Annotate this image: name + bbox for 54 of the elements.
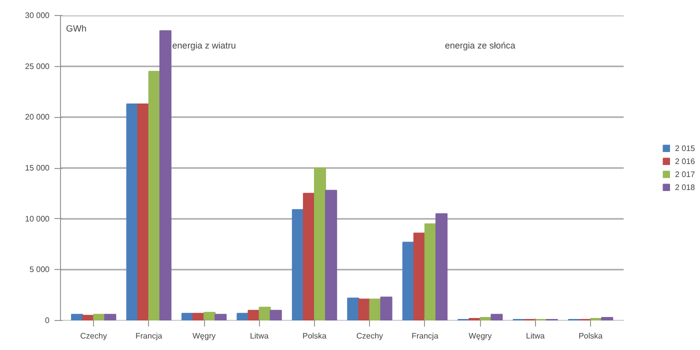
bar — [302, 192, 315, 320]
x-tick-label: Węgry — [192, 332, 216, 340]
bar — [181, 312, 194, 320]
bar — [137, 103, 150, 320]
bar — [601, 316, 614, 320]
x-tick-label: Polska — [578, 332, 604, 340]
bar — [104, 314, 116, 320]
bar — [314, 168, 326, 320]
bar — [71, 314, 84, 320]
x-tick-label: Czechy — [356, 332, 384, 340]
bar — [82, 314, 94, 320]
y-tick-label: 10 000 — [25, 214, 50, 224]
x-tick-label: Francja — [136, 332, 163, 340]
x-tick-label: Francja — [412, 332, 439, 340]
annotation: energia z wiatru — [172, 40, 236, 50]
annotation: energia ze słońca — [444, 40, 516, 50]
y-tick-label: 25 000 — [25, 62, 50, 71]
y-tick-label: 0 — [45, 316, 50, 325]
y-tick-label: 20 000 — [25, 112, 50, 122]
y-tick-label: 5 000 — [29, 265, 50, 274]
bar — [413, 232, 426, 320]
x-tick-label: Węgry — [468, 332, 492, 340]
bar — [214, 314, 227, 320]
bar — [347, 298, 360, 320]
x-tick-label: Polska — [302, 332, 328, 340]
bar — [148, 70, 160, 320]
bar — [435, 213, 448, 320]
bar — [490, 314, 503, 320]
bar — [192, 312, 205, 320]
y-tick-label: 30 000 — [25, 11, 50, 20]
bar — [258, 306, 271, 320]
bar — [126, 103, 138, 320]
y-tick-label: 15 000 — [25, 164, 50, 172]
bar — [358, 298, 370, 320]
bar — [325, 190, 338, 320]
bar — [424, 223, 436, 320]
legend-label: 2 017 — [674, 170, 695, 178]
bar — [380, 296, 392, 320]
bar — [369, 298, 382, 320]
legend-label: 2 015 — [674, 144, 695, 152]
bar — [270, 310, 282, 320]
x-tick-label: Litwa — [526, 332, 546, 340]
bar — [236, 312, 249, 320]
legend-label: 2 018 — [674, 182, 695, 192]
bar — [292, 209, 304, 320]
x-tick-label: Czechy — [80, 332, 107, 340]
bar — [159, 30, 172, 320]
bar — [468, 318, 481, 320]
y-axis-title: GWh — [66, 24, 87, 34]
bar — [402, 242, 414, 320]
x-tick-label: Litwa — [250, 332, 270, 340]
bar — [248, 310, 260, 320]
legend-label: 2 016 — [674, 156, 695, 166]
bar — [204, 312, 216, 320]
